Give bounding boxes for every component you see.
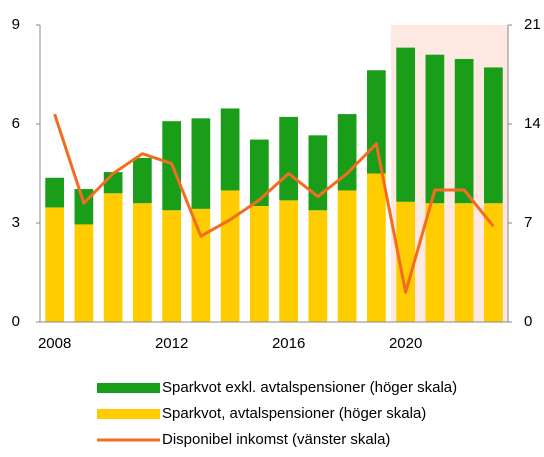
- bar: [74, 224, 94, 322]
- bar: [133, 157, 152, 204]
- y2-tick-label: 0: [524, 313, 532, 330]
- bar: [337, 190, 357, 322]
- legend-label: Disponibel inkomst (vänster skala): [162, 431, 390, 448]
- legend-swatch: [97, 383, 160, 393]
- bar: [454, 203, 474, 322]
- bar: [367, 173, 386, 322]
- bar: [162, 210, 181, 322]
- legend-swatch: [97, 409, 160, 419]
- bar: [484, 203, 503, 322]
- x-tick-label: 2008: [38, 335, 71, 352]
- legend-label: Sparkvot, avtalspensioner (höger skala): [162, 405, 426, 422]
- bar: [425, 203, 445, 322]
- bar: [45, 207, 64, 322]
- y-tick-label: 3: [12, 214, 20, 231]
- bar: [396, 201, 415, 322]
- y2-tick-label: 21: [524, 16, 541, 33]
- bar: [45, 177, 64, 208]
- bar: [454, 58, 474, 204]
- bar: [308, 210, 328, 322]
- bar: [74, 189, 94, 225]
- bar: [396, 47, 415, 202]
- bar: [220, 108, 240, 191]
- bar: [191, 118, 211, 209]
- bar: [484, 67, 503, 204]
- legend-label: Sparkvot exkl. avtalspensioner (höger sk…: [162, 379, 457, 396]
- y2-tick-label: 7: [524, 214, 532, 231]
- bar: [279, 200, 298, 322]
- bar: [250, 139, 269, 207]
- y-tick-label: 9: [12, 16, 20, 33]
- bar: [367, 70, 386, 174]
- bar: [250, 206, 269, 322]
- y-tick-label: 6: [12, 115, 20, 132]
- bar: [425, 54, 445, 204]
- bar: [103, 193, 123, 322]
- bar: [337, 114, 357, 191]
- bar: [133, 203, 152, 322]
- line: [53, 113, 495, 294]
- bar: [220, 190, 240, 322]
- x-tick-label: 2016: [272, 335, 305, 352]
- bar: [191, 208, 211, 322]
- x-tick-label: 2012: [155, 335, 188, 352]
- bar: [279, 116, 298, 201]
- y2-tick-label: 14: [524, 115, 541, 132]
- x-tick-label: 2020: [389, 335, 422, 352]
- y-tick-label: 0: [12, 313, 20, 330]
- bar: [308, 135, 328, 211]
